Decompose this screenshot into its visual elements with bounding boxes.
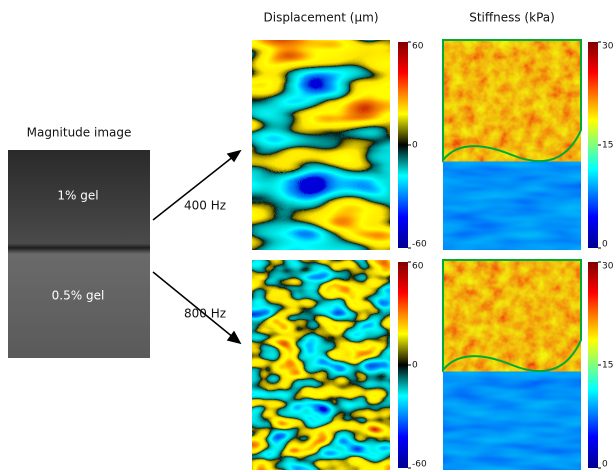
gel-label: 1% gel	[57, 189, 98, 203]
colorbar-tick-label: 15	[602, 361, 613, 371]
map-title: Displacement (µm)	[264, 11, 379, 25]
displacement-map	[252, 40, 390, 250]
stiffness-high-region	[443, 40, 581, 161]
map-panel: 60 0 -60	[252, 40, 427, 250]
colorbar-tick-label: 30	[602, 262, 614, 272]
colorbar	[398, 262, 408, 468]
colorbar	[588, 262, 598, 468]
frequency-label: 800 Hz	[184, 307, 226, 321]
frequency-label: 400 Hz	[184, 199, 226, 213]
colorbar-tick-label: 15	[602, 141, 613, 151]
displacement-map	[252, 260, 390, 470]
map-panel: 60 0 -60	[252, 260, 427, 470]
magnitude-title: Magnitude image	[27, 126, 132, 140]
colorbar-tick-label: 0	[412, 141, 418, 151]
colorbar-tick-label: 60	[412, 42, 424, 52]
colorbar-tick-label: 0	[602, 240, 608, 250]
magnitude-image: Magnitude image 1% gel 0.5% gel	[8, 126, 150, 359]
map-panel: 30 15 0	[443, 40, 614, 250]
map-title: Stiffness (kPa)	[469, 11, 555, 25]
colorbar	[398, 42, 408, 248]
colorbar-tick-label: 0	[412, 361, 418, 371]
colorbar-tick-label: 0	[602, 460, 608, 470]
colorbar-tick-label: -60	[412, 460, 427, 470]
gel-label: 0.5% gel	[52, 289, 105, 303]
stiffness-high-region	[443, 260, 581, 371]
figure: Magnitude image 1% gel 0.5% gel 400 Hz 8…	[0, 0, 616, 472]
colorbar-tick-label: 60	[412, 262, 424, 272]
map-panel: 30 15 0	[443, 260, 614, 470]
colorbar	[588, 42, 598, 248]
colorbar-tick-label: -60	[412, 240, 427, 250]
colorbar-tick-label: 30	[602, 42, 614, 52]
